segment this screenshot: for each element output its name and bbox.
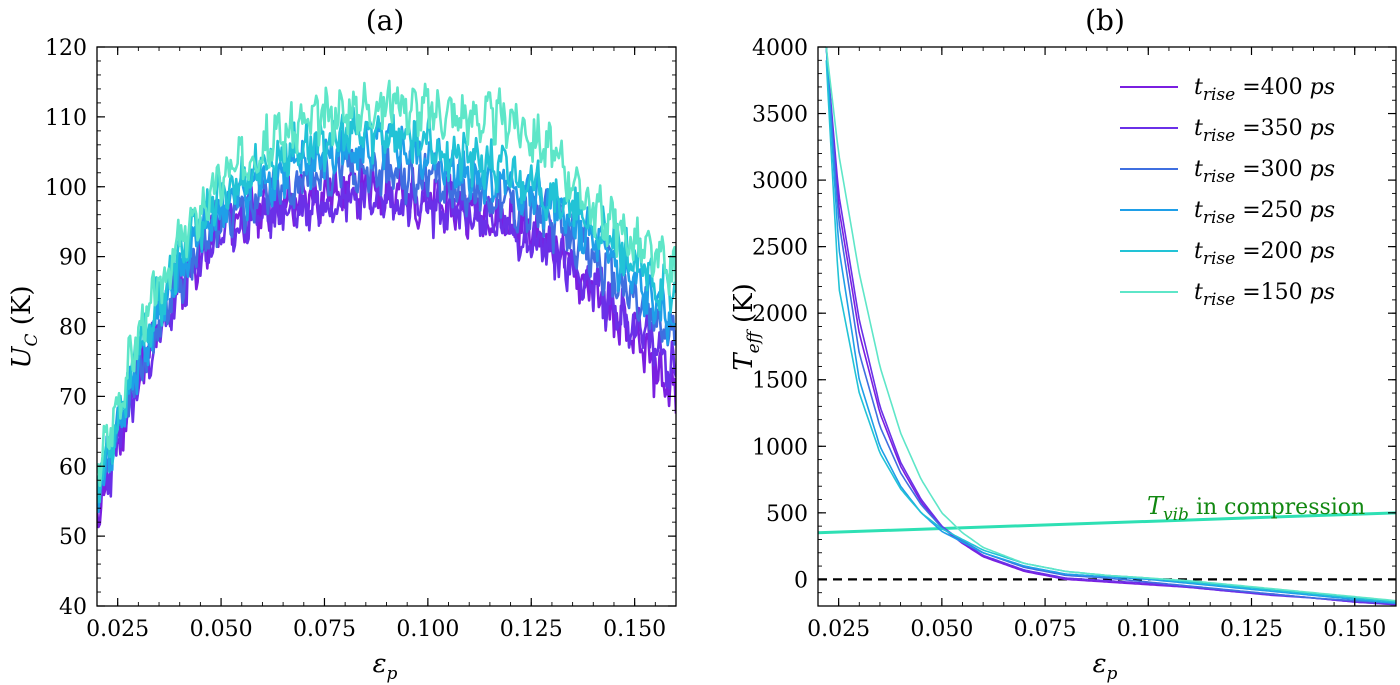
y-tick-label: 1500 [752, 369, 808, 394]
tvib-reference-line [818, 511, 1396, 535]
y-tick-label: 4000 [752, 36, 808, 61]
y-tick-label: 80 [59, 316, 87, 341]
panel-b-legend: trise =400 ps trise =350 ps trise =300 ps t… [1120, 75, 1335, 310]
y-tick-label: 1000 [752, 435, 808, 460]
y-tick-label: 2500 [752, 236, 808, 261]
y-tick-label: 110 [45, 106, 87, 131]
x-tick-label: 0.050 [190, 617, 253, 642]
panel-b: (b) 0.025 0.050 0.075 0.100 0.125 0.150 0 500 10… [729, 4, 1397, 684]
y-tick-label: 40 [59, 595, 87, 620]
series-line [97, 116, 676, 514]
y-tick-label: 120 [45, 36, 87, 61]
series-line [825, 60, 1396, 603]
y-tick-label: 3500 [752, 103, 808, 128]
y-tick-label: 0 [794, 568, 808, 593]
series-line [825, 47, 1396, 602]
y-tick-label: 100 [45, 176, 87, 201]
series-line [97, 79, 676, 488]
legend-label: trise =150 ps [1194, 280, 1335, 310]
series-line [97, 106, 676, 504]
legend-label: trise =400 ps [1194, 75, 1335, 105]
x-tick-label: 0.075 [1014, 617, 1077, 642]
x-tick-label: 0.050 [910, 617, 973, 642]
y-tick-label: 3000 [752, 169, 808, 194]
y-tick-label: 60 [59, 455, 87, 480]
panel-a: (a) 0.025 0.050 0.075 0.100 0.125 0.150 40 50 60… [7, 4, 677, 684]
x-tick-label: 0.125 [1220, 617, 1283, 642]
y-tick-label: 2000 [752, 302, 808, 327]
panel-a-ylabel: UC (K) [7, 286, 42, 369]
panel-a-xlabel: εp [373, 649, 398, 684]
y-tick-label: 70 [59, 385, 87, 410]
x-tick-label: 0.150 [603, 617, 666, 642]
panel-a-title: (a) [366, 4, 405, 37]
legend-label: trise =300 ps [1194, 157, 1335, 187]
y-tick-label: 500 [766, 502, 808, 527]
panel-b-annotation: Tvib in compression [1147, 492, 1365, 525]
x-tick-label: 0.075 [293, 617, 356, 642]
x-tick-label: 0.125 [500, 617, 563, 642]
series-line [825, 47, 1396, 605]
panel-b-xlabel: εp [1093, 649, 1118, 684]
y-tick-label: 90 [59, 246, 87, 271]
panel-b-axes: 0.025 0.050 0.075 0.100 0.125 0.150 0 500 1000 15… [752, 36, 1397, 642]
panel-b-title: (b) [1085, 4, 1125, 37]
panel-b-ylabel: Teff (K) [729, 283, 764, 370]
y-tick-label: 50 [59, 525, 87, 550]
panel-b-plot [818, 47, 1396, 606]
x-tick-label: 0.025 [86, 617, 149, 642]
x-tick-label: 0.100 [1117, 617, 1180, 642]
x-tick-label: 0.150 [1323, 617, 1386, 642]
panel-a-axes: 0.025 0.050 0.075 0.100 0.125 0.150 40 50 60 70 80… [45, 36, 677, 642]
x-tick-label: 0.100 [396, 617, 459, 642]
panel-a-plot [97, 79, 676, 529]
x-tick-label: 0.025 [807, 617, 870, 642]
legend-label: trise =250 ps [1194, 198, 1335, 228]
legend-label: trise =350 ps [1194, 116, 1335, 146]
legend-label: trise =200 ps [1194, 239, 1335, 269]
